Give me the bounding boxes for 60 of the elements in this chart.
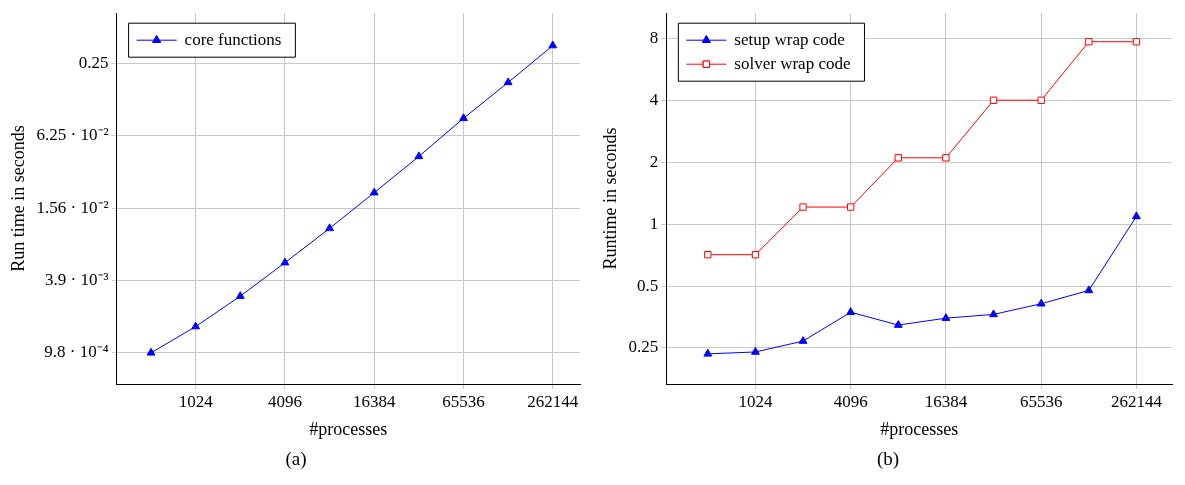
y-tick-label: 6.25 · 10⁻² [36,125,109,145]
y-tick-label: 9.8 · 10⁻⁴ [44,342,109,362]
point [893,320,903,328]
point [503,77,513,86]
y-tick-label: 0.5 [637,275,659,295]
point [704,251,712,259]
x-axis-title: #processes [309,418,388,439]
x-tick-label: 16384 [924,391,968,411]
point [989,309,998,318]
point [235,291,245,299]
x-tick-label: 16384 [352,391,396,411]
y-tick-label: 1.56 · 10⁻² [36,197,109,217]
text: (b) [875,448,901,470]
point [847,203,855,211]
point [941,313,951,321]
point [548,40,558,49]
point [146,347,156,356]
x-tick-label: 65536 [442,391,485,411]
point [459,113,468,122]
point [325,223,334,232]
y-axis-title: Runtime in seconds [599,127,620,270]
point [414,151,424,160]
x-axis-title: #processes [880,418,959,439]
point [1084,285,1094,294]
x-tick-label: 262144 [1110,391,1163,411]
point [1036,298,1046,307]
y-tick-label: 2 [649,151,659,171]
legend-label: setup wrap code [734,29,845,49]
y-tick-label: 1 [649,213,659,233]
point [751,251,760,259]
point [191,321,201,330]
legend-label: solver wrap code [734,53,851,73]
y-tick-label: 4 [649,89,659,109]
x-tick-label: 1024 [178,391,214,411]
point [846,307,856,315]
y-tick-label: 3.9 · 10⁻³ [45,270,109,290]
y-tick-label: 0.25 [78,52,109,72]
point [280,257,290,266]
point [1085,38,1093,46]
point [703,348,713,357]
legend-label: core functions [184,29,282,49]
point [799,203,807,211]
point [942,154,950,162]
point [1132,211,1141,220]
y-tick-label: 0.25 [628,337,659,357]
y-tick-label: 8 [649,27,659,47]
point [798,336,808,344]
point [989,96,998,104]
x-tick-label: 1024 [738,391,773,411]
x-tick-label: 262144 [527,391,579,411]
point [751,346,760,355]
x-tick-label: 4096 [833,391,868,411]
point [1132,38,1141,46]
x-tick-label: 4096 [267,391,302,411]
x-tick-label: 65536 [1019,391,1063,411]
y-axis-title: Run time in seconds [7,125,28,272]
point [369,187,379,196]
point [894,154,902,162]
point [1037,96,1045,104]
text: (a) [284,448,308,470]
